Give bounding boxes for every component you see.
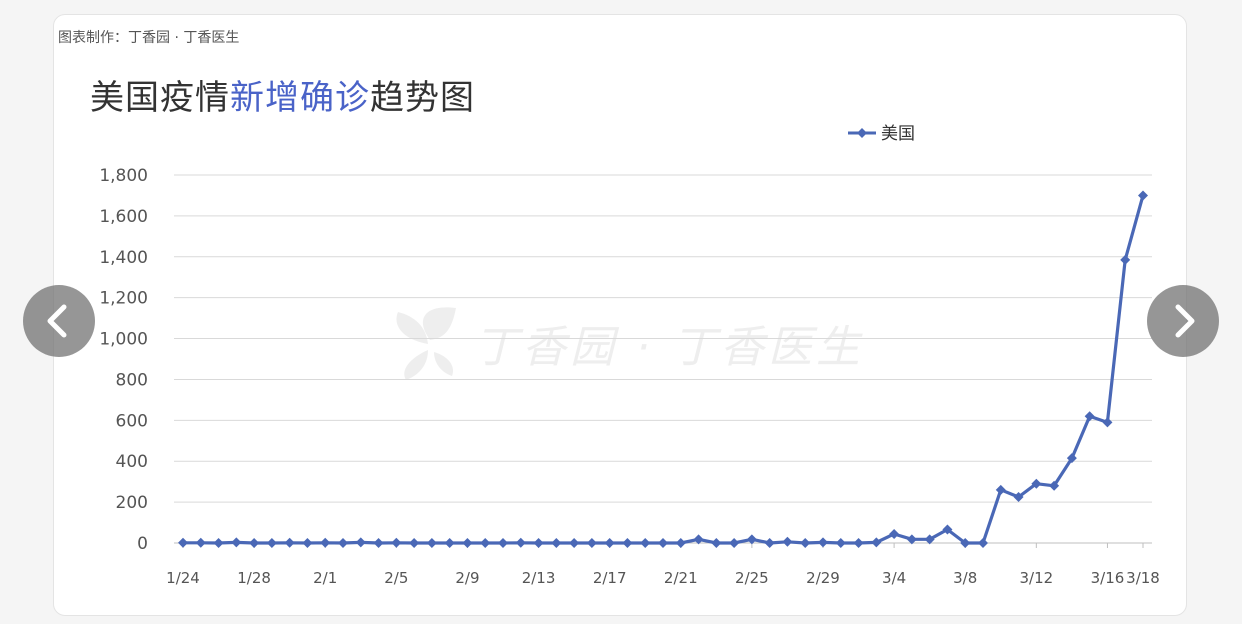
data-point (622, 538, 633, 548)
y-tick-label: 1,000 (99, 330, 148, 350)
data-point (640, 538, 651, 548)
data-point (338, 538, 348, 548)
y-tick-label: 400 (116, 452, 148, 472)
title-part2: 趋势图 (370, 78, 475, 118)
x-tick-label: 2/13 (522, 569, 556, 587)
x-tick-label: 1/28 (237, 569, 271, 587)
data-point (569, 538, 580, 548)
data-point (711, 538, 722, 548)
data-point (1120, 254, 1131, 265)
data-point (746, 534, 757, 545)
data-point (391, 537, 402, 548)
x-tick-label: 2/9 (455, 569, 479, 587)
watermark-text: 丁香园 · 丁香医生 (474, 322, 864, 373)
data-point (1102, 417, 1113, 428)
data-point (586, 538, 597, 548)
data-point (1049, 480, 1060, 491)
data-point (889, 529, 900, 540)
prev-slide-button[interactable] (23, 285, 95, 357)
data-point (604, 538, 615, 548)
data-point (658, 538, 668, 548)
data-point (284, 537, 295, 548)
data-point (853, 538, 864, 548)
y-tick-label: 1,200 (99, 289, 148, 309)
data-point (693, 534, 704, 545)
data-point (178, 537, 188, 548)
y-tick-label: 600 (116, 411, 148, 431)
data-point (515, 537, 526, 548)
data-point (1138, 190, 1148, 201)
chart-title: 美国疫情新增确诊趋势图 (90, 70, 475, 119)
data-point (373, 538, 384, 548)
data-point (533, 538, 544, 548)
data-point (1031, 478, 1042, 489)
legend-marker-icon (857, 128, 867, 138)
x-tick-label: 2/17 (593, 569, 627, 587)
data-point (835, 538, 846, 548)
x-tick-label: 2/29 (806, 569, 840, 587)
data-point (818, 537, 828, 548)
data-point (195, 537, 206, 548)
data-point (409, 538, 420, 548)
data-point (978, 538, 988, 548)
y-tick-label: 800 (116, 370, 148, 390)
data-point (960, 538, 971, 548)
data-point (480, 538, 491, 548)
data-point (444, 538, 455, 548)
data-point (302, 538, 313, 548)
data-point (231, 537, 242, 548)
x-tick-label: 2/5 (384, 569, 408, 587)
x-tick-label: 2/25 (735, 569, 769, 587)
chevron-left-icon (47, 304, 67, 338)
x-tick-label: 3/12 (1019, 569, 1053, 587)
x-tick-label: 3/8 (953, 569, 977, 587)
data-point (320, 537, 331, 548)
x-tick-label: 3/16 (1091, 569, 1125, 587)
data-point (924, 534, 935, 545)
data-point (871, 537, 882, 548)
x-tick-label: 3/4 (882, 569, 906, 587)
data-point (1013, 492, 1024, 502)
data-point (906, 534, 917, 545)
data-point (266, 538, 277, 548)
data-point (942, 524, 953, 535)
x-tick-label: 3/18 (1126, 569, 1160, 587)
y-tick-label: 1,600 (99, 207, 148, 227)
data-point (1084, 411, 1095, 422)
y-tick-label: 1,400 (99, 248, 148, 268)
data-point (675, 538, 686, 548)
data-point (462, 538, 473, 548)
title-highlight: 新增确诊 (230, 78, 370, 118)
data-point (498, 538, 508, 548)
y-tick-label: 1,800 (99, 166, 148, 186)
data-point (764, 538, 775, 548)
data-point (800, 538, 811, 548)
data-point (1066, 453, 1077, 464)
chart-credit: 图表制作：丁香园 · 丁香医生 (58, 30, 240, 46)
y-tick-label: 0 (137, 534, 148, 554)
next-slide-button[interactable] (1147, 285, 1219, 357)
data-point (782, 536, 793, 547)
x-tick-label: 1/24 (166, 569, 200, 587)
title-part1: 美国疫情 (90, 78, 230, 118)
leaf-logo-icon (396, 307, 456, 380)
x-tick-label: 2/1 (313, 569, 337, 587)
legend-label: 美国 (881, 124, 915, 144)
data-point (213, 538, 224, 548)
data-point (249, 538, 260, 548)
data-point (729, 538, 740, 548)
watermark: 丁香园 · 丁香医生 (396, 307, 864, 380)
data-point (551, 538, 562, 548)
data-point (355, 537, 366, 548)
x-tick-label: 2/21 (664, 569, 698, 587)
y-tick-label: 200 (116, 493, 148, 513)
chevron-right-icon (1175, 304, 1195, 338)
data-point (426, 538, 437, 548)
chart-card (53, 14, 1187, 616)
data-point (995, 484, 1006, 495)
